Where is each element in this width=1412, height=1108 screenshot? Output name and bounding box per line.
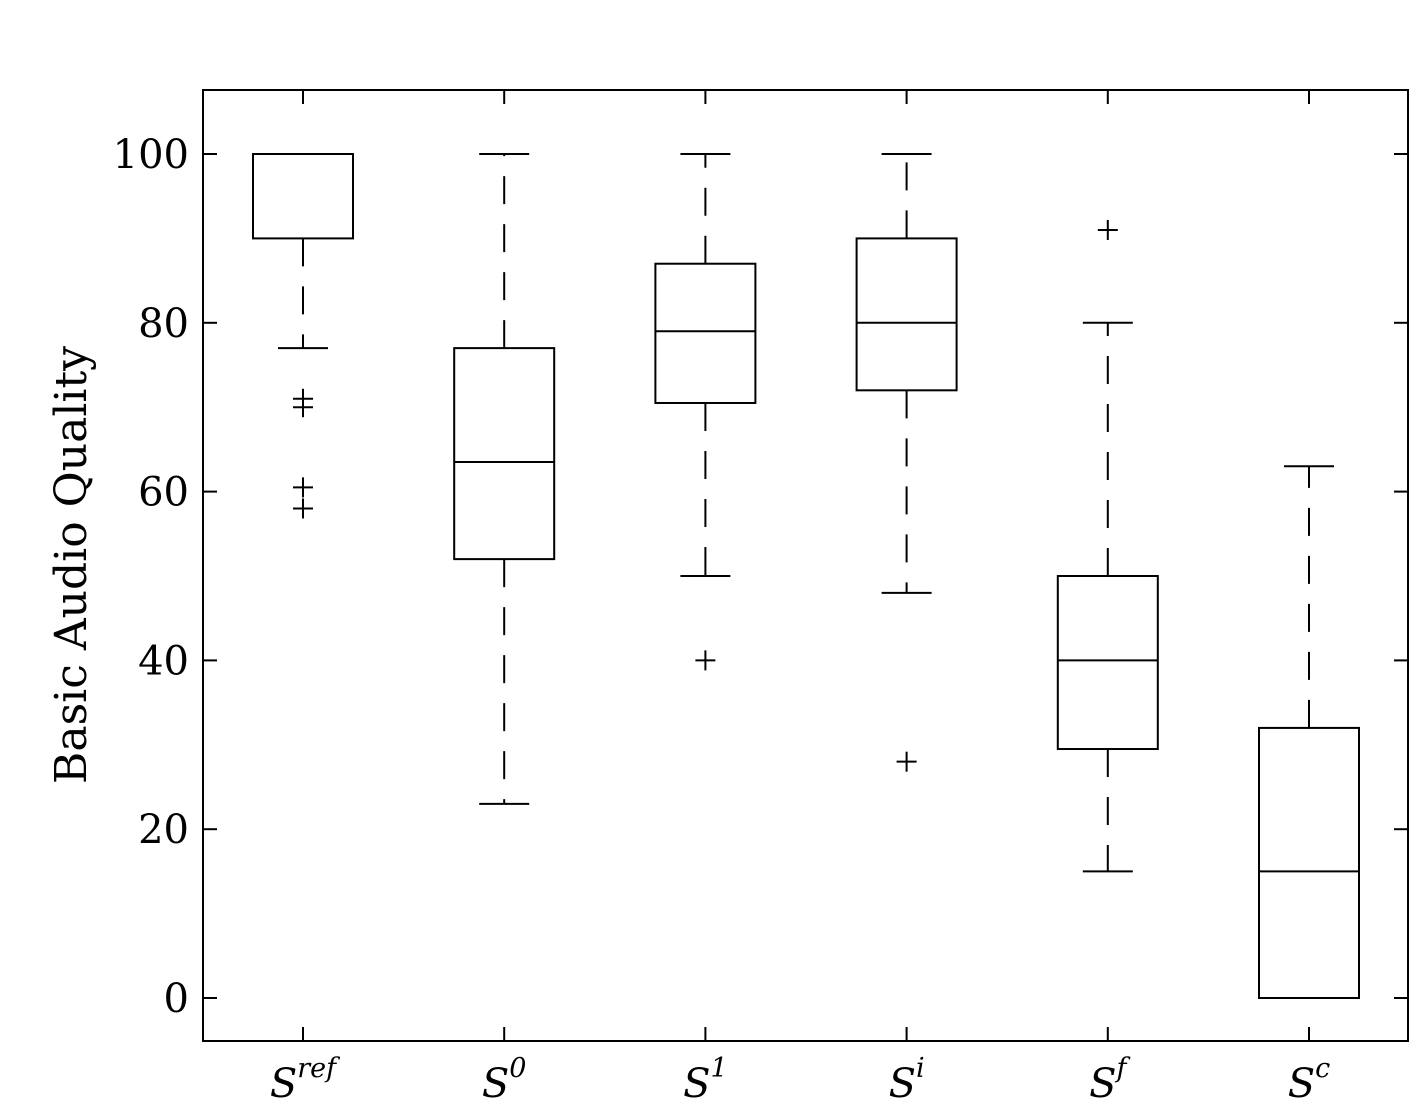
x-tick-label: Sref — [270, 1053, 340, 1103]
y-tick-label: 100 — [113, 132, 189, 178]
x-tick-label: Sf — [1089, 1053, 1130, 1103]
axis-labels: 0 20 40 60 80 100 Sref S0 S1 Si Sf Sc — [113, 132, 1331, 1107]
box-group — [453, 153, 556, 805]
box-group — [1258, 465, 1360, 999]
x-tick-label: S1 — [683, 1053, 728, 1103]
y-tick-label: 80 — [138, 301, 189, 347]
x-tick-label: Sc — [1288, 1053, 1331, 1103]
boxes-layer — [252, 153, 1360, 999]
y-tick-label: 20 — [138, 807, 189, 853]
plot-frame — [202, 89, 1409, 1042]
box-group — [654, 153, 757, 671]
y-tick-label: 60 — [138, 470, 189, 516]
box-iqr — [1258, 726, 1360, 999]
box-iqr — [1056, 575, 1159, 751]
box-iqr — [855, 237, 958, 392]
box-group — [855, 153, 958, 772]
box-iqr — [453, 347, 556, 561]
box-iqr — [654, 262, 757, 404]
y-axis-title: Basic Audio Quality — [46, 346, 97, 784]
box-group — [1056, 219, 1159, 873]
x-tick-label: Si — [889, 1053, 925, 1103]
box-group — [252, 153, 354, 519]
y-tick-label: 0 — [164, 976, 189, 1022]
y-tick-label: 40 — [138, 638, 189, 684]
axis-ticks — [203, 90, 1408, 1041]
x-tick-label: S0 — [482, 1053, 527, 1103]
box-iqr — [252, 153, 354, 240]
